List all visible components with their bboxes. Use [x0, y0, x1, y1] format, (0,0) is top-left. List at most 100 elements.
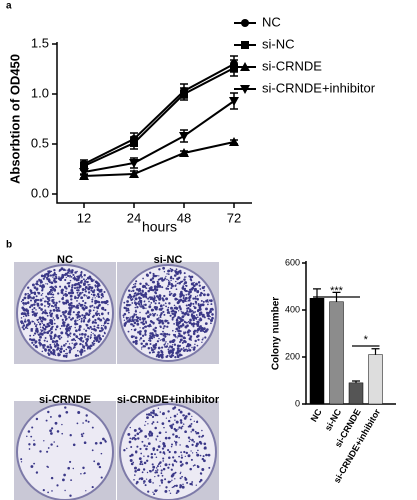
colony [148, 434, 152, 437]
marker [129, 169, 139, 178]
colony [71, 291, 75, 295]
colony [162, 460, 164, 462]
colony [70, 275, 73, 278]
colony [69, 332, 72, 335]
colony [93, 289, 96, 292]
colony [172, 472, 175, 475]
colony [79, 281, 83, 284]
colony [153, 295, 156, 298]
colony [33, 312, 37, 316]
colony [91, 449, 94, 452]
x-tick-label: 12 [77, 210, 91, 225]
colony [49, 288, 52, 291]
colony [165, 417, 168, 419]
colony [96, 286, 99, 289]
colony [65, 276, 67, 279]
colony [71, 317, 75, 320]
colony [52, 286, 54, 289]
colony [65, 410, 69, 414]
colony [166, 278, 168, 281]
colony [100, 452, 103, 455]
colony [20, 320, 24, 324]
colony [180, 421, 183, 424]
colony [97, 295, 101, 299]
colony [64, 353, 67, 355]
colony [80, 348, 84, 352]
colony [152, 289, 155, 292]
colony [53, 269, 56, 271]
colony [190, 482, 193, 486]
colony [157, 351, 160, 354]
colony [188, 424, 192, 428]
colony [61, 318, 64, 321]
colony [178, 426, 181, 429]
colony [89, 344, 93, 348]
colony [175, 327, 179, 331]
colony [166, 308, 169, 311]
colony [60, 325, 63, 327]
colony [51, 490, 53, 492]
colony [47, 280, 50, 283]
colony [139, 431, 141, 434]
colony [50, 270, 53, 273]
colony [62, 292, 64, 295]
marker [180, 90, 188, 98]
colony [33, 286, 37, 289]
colony [107, 303, 109, 306]
colony [104, 439, 107, 442]
colony [97, 317, 100, 321]
dish-label: NC [57, 254, 73, 266]
colony [76, 300, 78, 302]
colony [123, 301, 126, 304]
colony [27, 319, 30, 322]
colony [188, 288, 192, 292]
x-tick-label: 72 [227, 210, 241, 225]
colony [188, 440, 191, 443]
colony [80, 274, 82, 277]
colony [68, 316, 71, 319]
colony [153, 329, 157, 333]
colony [50, 427, 54, 430]
colony [80, 353, 83, 356]
colony [166, 273, 168, 275]
colony [175, 280, 177, 283]
colony [171, 473, 175, 477]
colony [187, 334, 190, 337]
colony [149, 304, 151, 306]
colony [91, 328, 94, 331]
colony [20, 300, 23, 303]
colony [102, 317, 105, 319]
colony [182, 425, 184, 427]
colony [89, 326, 92, 329]
colony [152, 328, 155, 331]
colony [136, 322, 140, 326]
colony [107, 311, 110, 314]
axis [56, 42, 252, 204]
colony [147, 438, 149, 440]
colony [58, 337, 61, 340]
colony [186, 324, 189, 328]
colony [69, 276, 71, 278]
colony [180, 319, 184, 322]
colony [140, 348, 143, 350]
colony [75, 329, 78, 333]
colony [152, 411, 155, 415]
colony [123, 306, 126, 310]
colony [147, 490, 150, 493]
colony [168, 302, 171, 305]
colony [67, 336, 69, 338]
colony [131, 318, 134, 322]
colony [183, 337, 187, 340]
colony [160, 339, 162, 341]
colony [145, 478, 148, 480]
colony [156, 353, 160, 357]
colony [179, 460, 183, 464]
colony [154, 327, 157, 329]
colony [83, 441, 87, 445]
dish [119, 403, 217, 500]
colony [154, 413, 158, 417]
bar [329, 301, 344, 405]
colony [144, 484, 147, 487]
colony [174, 441, 178, 444]
colony [102, 308, 105, 311]
